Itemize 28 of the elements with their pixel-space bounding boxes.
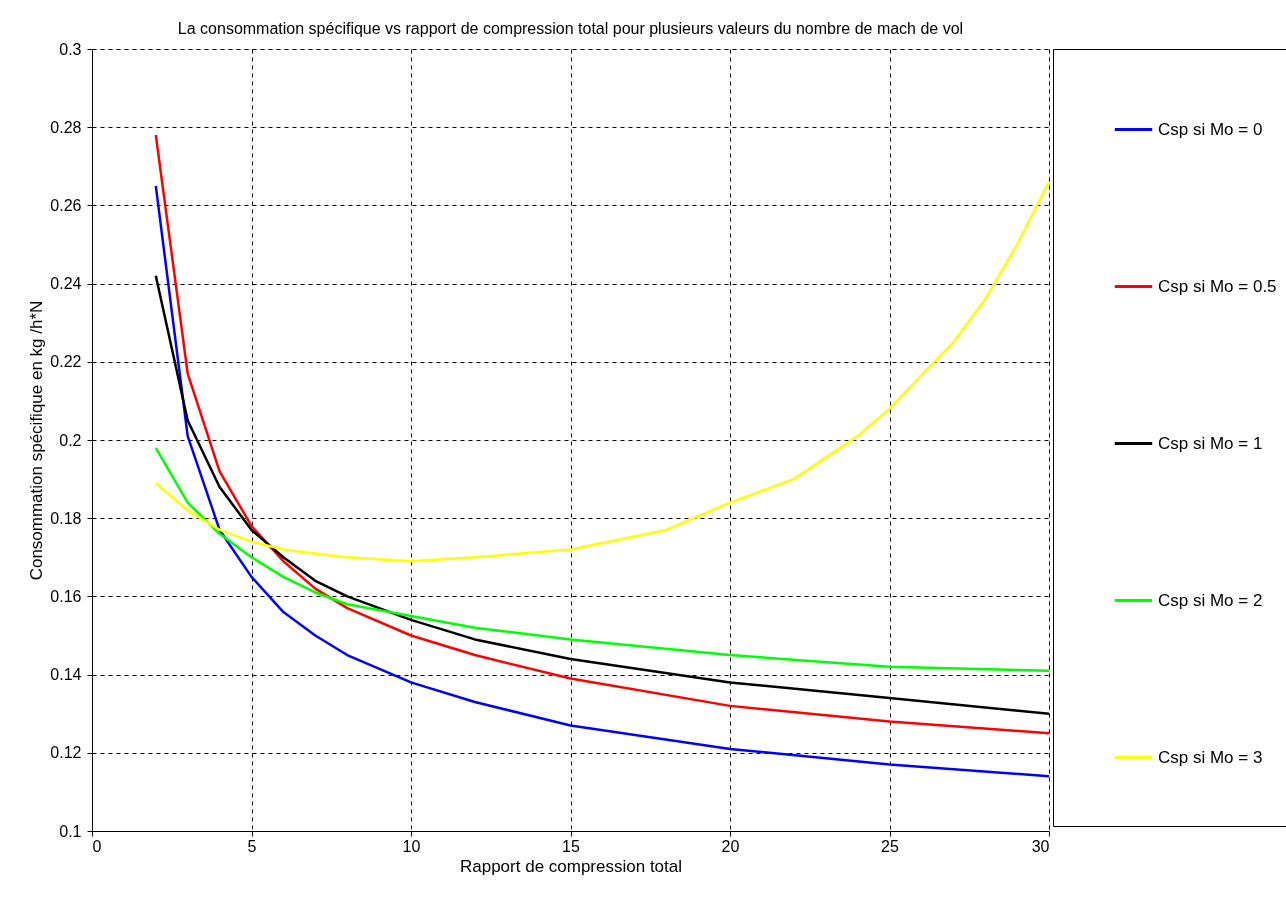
x-tick-label: 25 xyxy=(881,837,899,855)
y-tick-label: 0.14 xyxy=(50,666,82,684)
y-tick-label: 0.26 xyxy=(50,196,82,214)
x-axis-title: Rapport de compression total xyxy=(459,856,683,876)
y-tick-label: 0.2 xyxy=(59,431,82,449)
y-tick-label: 0.18 xyxy=(50,509,82,527)
line-series xyxy=(154,180,1051,563)
y-tick-label: 0.22 xyxy=(50,353,82,371)
x-tick-label: 10 xyxy=(402,837,421,855)
line-series xyxy=(154,446,1051,672)
y-tick-label: 0.24 xyxy=(50,275,82,293)
chart-title: La consommation spécifique vs rapport de compression total pour plusieurs valeurs du nombre de mach de vol xyxy=(177,20,964,37)
y-tick-label: 0.16 xyxy=(50,587,82,605)
legend-label: Csp si Mo = 2 xyxy=(1158,590,1263,610)
legend-label: Csp si Mo = 0.5 xyxy=(1158,276,1277,296)
legend-label: Csp si Mo = 3 xyxy=(1158,747,1263,767)
y-tick-label: 0.1 xyxy=(59,822,82,840)
x-tick-label: 20 xyxy=(721,837,740,855)
x-tick-label: 5 xyxy=(247,837,257,855)
x-tick-label: 30 xyxy=(1031,837,1050,855)
x-tick-label: 0 xyxy=(92,837,102,855)
x-tick-label: 15 xyxy=(562,837,580,855)
y-tick-label: 0.28 xyxy=(50,118,82,136)
y-tick-label: 0.3 xyxy=(59,40,82,58)
y-axis-title: Consommation spécifique en kg /h*N xyxy=(27,300,47,581)
y-tick-label: 0.12 xyxy=(50,744,82,762)
legend-label: Csp si Mo = 1 xyxy=(1158,433,1263,453)
legend-label: Csp si Mo = 0 xyxy=(1158,119,1263,139)
